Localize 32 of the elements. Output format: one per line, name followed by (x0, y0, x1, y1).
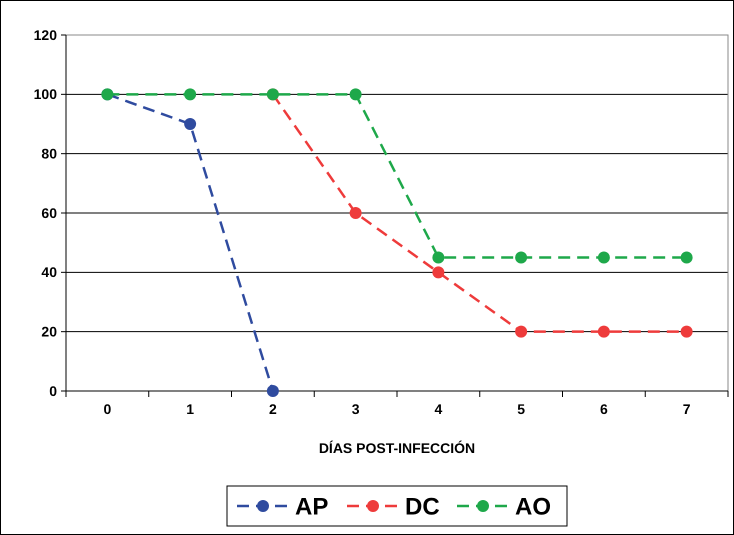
point (598, 252, 610, 264)
y-tick-label: 60 (41, 204, 58, 221)
x-tick-label: 5 (517, 401, 526, 417)
y-tick-label: 100 (34, 86, 58, 102)
point (515, 252, 528, 264)
point (680, 252, 693, 264)
x-tick-label: 6 (600, 401, 608, 417)
point (515, 326, 528, 338)
point (680, 326, 693, 338)
x-tick-label: 2 (268, 401, 277, 417)
x-tick-label: 1 (186, 401, 194, 417)
y-tick-label: 20 (41, 324, 58, 340)
x-tick-label: 0 (103, 401, 112, 417)
point (432, 266, 444, 278)
y-tick-label: 40 (41, 264, 58, 280)
legend-label: AO (515, 494, 551, 521)
point (350, 207, 362, 219)
legend-label: AP (295, 494, 328, 521)
legend-label: DC (405, 494, 440, 521)
x-tick-label: 3 (352, 401, 360, 417)
point (350, 88, 362, 100)
x-axis-title: DÍAS POST-INFECCIÓN (318, 440, 476, 456)
point (598, 326, 610, 338)
point (184, 118, 196, 130)
y-tick-label: 80 (41, 146, 58, 162)
x-tick-label: 4 (434, 401, 442, 417)
y-tick-label: 0 (49, 382, 58, 399)
point (432, 252, 444, 264)
point (266, 385, 279, 397)
y-tick-label: 120 (34, 26, 58, 43)
x-tick-label: 7 (682, 401, 691, 417)
point (184, 88, 196, 100)
